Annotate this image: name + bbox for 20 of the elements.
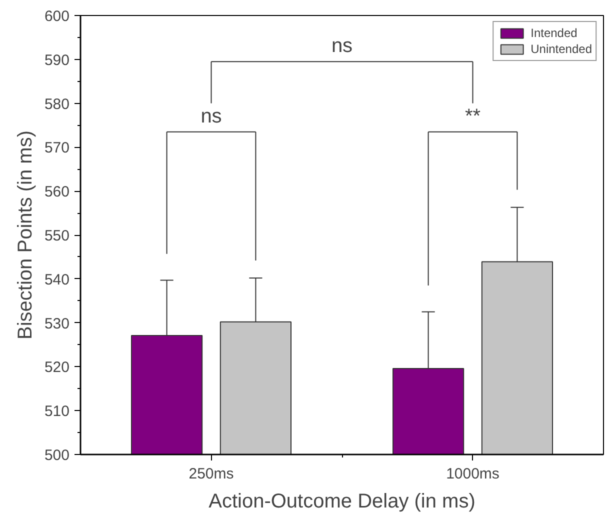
annotation: ** [464, 105, 481, 128]
y-tick-label: 510 [44, 403, 70, 420]
annotation: ns [200, 105, 222, 128]
y-tick-label: 590 [44, 52, 70, 69]
y-tick-label: 530 [44, 315, 70, 332]
y-tick-label: 560 [44, 184, 70, 201]
y-tick-label: 570 [44, 140, 70, 157]
x-tick-label: 1000ms [446, 466, 500, 482]
y-tick-label: 550 [44, 228, 70, 244]
x-tick-label: 250ms [188, 466, 234, 482]
annotation: ns [331, 35, 353, 58]
y-tick-label: 500 [44, 447, 70, 464]
legend-label: Unintended [530, 42, 592, 56]
y-tick-label: 600 [44, 8, 70, 25]
y-tick-label: 520 [44, 359, 70, 376]
x-axis-title: Action-Outcome Delay (in ms) [208, 490, 476, 512]
y-axis-title: Bisection Points (in ms) [14, 130, 36, 340]
legend-label: Intended [530, 26, 578, 40]
y-tick-label: 540 [44, 271, 70, 288]
y-tick-label: 580 [44, 96, 70, 113]
